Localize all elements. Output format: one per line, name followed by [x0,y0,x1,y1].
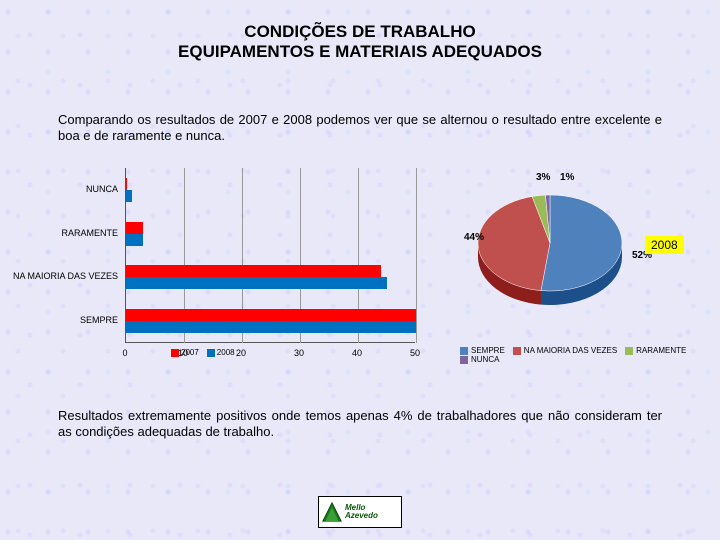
logo-text-line2: Azevedo [345,512,378,520]
legend-swatch [513,347,521,355]
bar-segment [126,277,387,289]
pie-legend-item: RARAMENTE [625,346,686,355]
legend-label: RARAMENTE [636,346,686,355]
bar-legend: 2007 2008 [171,348,243,357]
pie-pct-label: 1% [560,172,574,183]
pie-pct-label: 44% [464,232,484,243]
bar-plot-area [125,168,415,343]
bar-category-label: NA MAIORIA DAS VEZES [10,271,118,281]
logo-text: Mello Azevedo [345,504,378,520]
pie-legend-item: SEMPRE [460,346,505,355]
bar-category-label: RARAMENTE [10,228,118,238]
title-line2: EQUIPAMENTOS E MATERIAIS ADEQUADOS [0,42,720,62]
pie-legend-item: NA MAIORIA DAS VEZES [513,346,617,355]
gridline [416,168,417,343]
bar-category-label: NUNCA [10,184,118,194]
intro-paragraph: Comparando os resultados de 2007 e 2008 … [58,112,662,145]
x-tick-label: 30 [294,348,304,358]
bar-segment [126,309,416,321]
bar-category-label: SEMPRE [10,315,118,325]
pie-legend-item: NUNCA [460,355,499,364]
legend-swatch [625,347,633,355]
legend-swatch [460,347,468,355]
bar-chart: 01020304050NUNCARARAMENTENA MAIORIA DAS … [10,168,430,368]
legend-swatch [171,349,179,357]
logo: Mello Azevedo [318,496,402,528]
logo-triangle-icon [321,501,343,523]
bar-segment [126,222,143,234]
title-line1: CONDIÇÕES DE TRABALHO [0,22,720,42]
legend-label: NUNCA [471,355,499,364]
bar-segment [126,178,127,190]
bar-legend-item: 2007 [171,348,199,357]
page-title-block: CONDIÇÕES DE TRABALHO EQUIPAMENTOS E MAT… [0,22,720,62]
pie-svg [470,178,630,323]
legend-label: 2008 [217,348,235,357]
bar-segment [126,234,143,246]
legend-label: 2007 [181,348,199,357]
conclusion-paragraph: Resultados extremamente positivos onde t… [58,408,662,441]
bar-legend-item: 2008 [207,348,235,357]
bar-segment [126,321,416,333]
pie-year-badge: 2008 [645,236,684,254]
pie-legend: SEMPRE NA MAIORIA DAS VEZES RARAMENTE NUNCA [460,346,710,364]
x-tick-label: 40 [352,348,362,358]
bar-segment [126,190,132,202]
x-tick-label: 0 [122,348,127,358]
bar-segment [126,265,381,277]
x-tick-label: 50 [410,348,420,358]
legend-label: SEMPRE [471,346,505,355]
pie-chart: 52%44%3%1% 2008 SEMPRE NA MAIORIA DAS VEZ… [440,168,710,368]
legend-swatch [207,349,215,357]
pie-plot-area: 52%44%3%1% [470,178,630,323]
pie-pct-label: 3% [536,172,550,183]
legend-label: NA MAIORIA DAS VEZES [524,346,617,355]
legend-swatch [460,356,468,364]
